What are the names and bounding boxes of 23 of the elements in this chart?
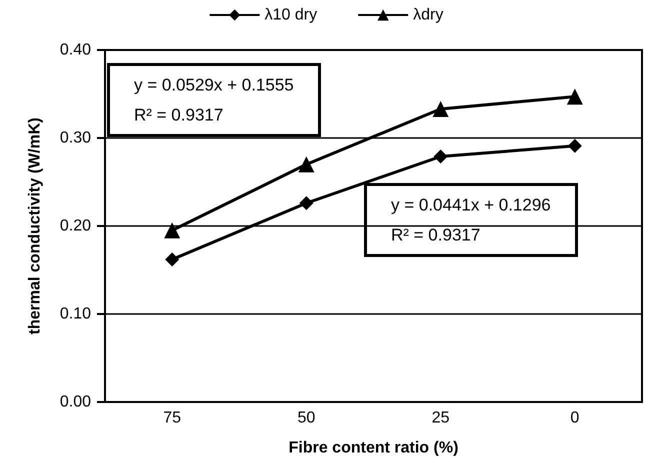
x-tick-label: 75 [163, 410, 182, 426]
x-tick-label: 50 [297, 410, 316, 426]
x-axis-title: Fibre content ratio (%) [288, 440, 458, 456]
point [299, 196, 314, 210]
point [164, 222, 180, 238]
y-axis-title: thermal conductivity (W/mK) [26, 118, 44, 334]
y-tick-label: 0.10 [60, 306, 92, 322]
point [568, 138, 582, 153]
point [566, 88, 583, 105]
y-tick-label: 0.30 [60, 130, 92, 146]
point [165, 252, 180, 266]
y-tick-label: 0.40 [60, 42, 92, 58]
point [434, 149, 448, 164]
y-tick-label: 0.20 [60, 218, 92, 234]
y-tick-label: 0.00 [60, 394, 92, 410]
annotation: y = 0.0529x + 0.1555 R² = 0.9317 [134, 76, 294, 124]
annotation: y = 0.0441x + 0.1296 R² = 0.9317 [391, 196, 551, 244]
legend-label: λ10 dry [264, 6, 318, 24]
legend-label: λdry [413, 6, 444, 24]
x-tick-label: 25 [432, 410, 450, 426]
point [432, 100, 449, 117]
point [298, 156, 314, 172]
x-tick-label: 0 [570, 410, 580, 426]
